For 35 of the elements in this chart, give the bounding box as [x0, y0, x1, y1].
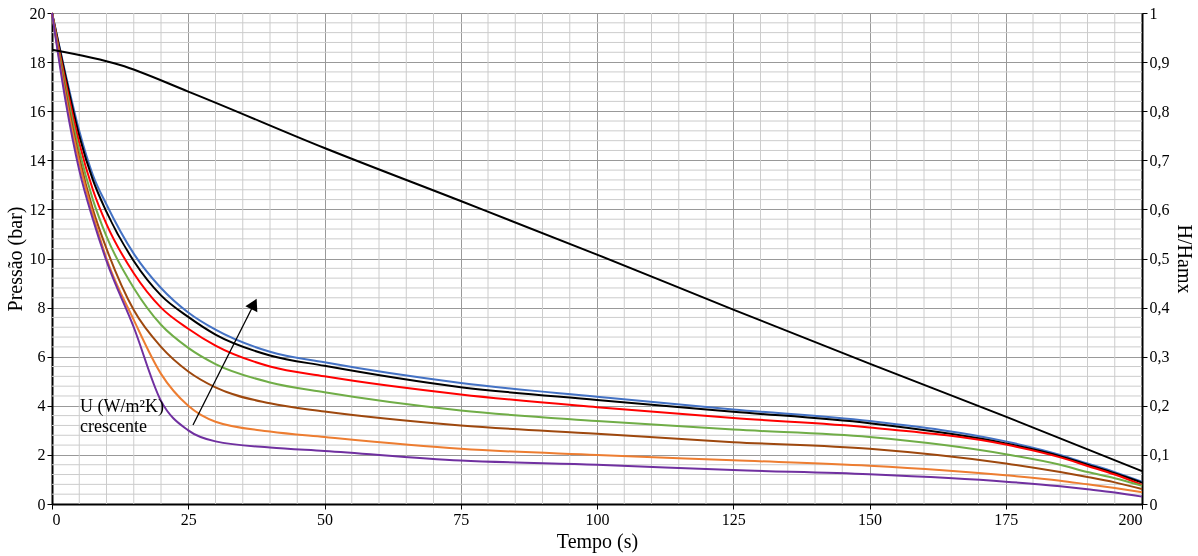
- y2-tick-label: 0,7: [1149, 151, 1170, 169]
- x-tick-label: 50: [317, 510, 333, 528]
- y2-tick-label: 1: [1149, 4, 1158, 22]
- y2-tick-label: 0,2: [1149, 397, 1170, 415]
- y2-axis-title: H/Hamx: [1173, 224, 1196, 294]
- y-tick-label: 20: [29, 4, 46, 22]
- y-tick-label: 6: [37, 348, 46, 366]
- x-tick-label: 125: [721, 510, 746, 528]
- x-tick-label: 100: [585, 510, 610, 528]
- y2-tick-label: 0: [1149, 495, 1158, 513]
- annotation: U (W/m²K) crescente: [80, 396, 164, 436]
- x-axis-title: Tempo (s): [556, 529, 639, 553]
- y-tick-label: 16: [29, 102, 46, 120]
- y-axis-title: Pressão (bar): [3, 206, 27, 312]
- x-tick-label: 0: [52, 510, 61, 528]
- x-tick-label: 200: [1118, 510, 1143, 528]
- x-tick-label: 150: [858, 510, 882, 528]
- y2-tick-label: 0,3: [1149, 348, 1170, 366]
- y-tick-label: 2: [37, 446, 46, 464]
- x-tick-label: 75: [453, 510, 470, 528]
- y2-tick-label: 0,6: [1149, 200, 1170, 218]
- x-tick-label: 25: [180, 510, 197, 528]
- y-tick-label: 8: [37, 299, 46, 317]
- x-tick-label: 175: [994, 510, 1019, 528]
- y-tick-label: 4: [37, 397, 46, 415]
- y2-tick-label: 0,5: [1149, 250, 1170, 267]
- y2-tick-label: 0,9: [1149, 53, 1170, 71]
- y-tick-label: 14: [29, 151, 46, 169]
- y-tick-label: 18: [29, 53, 46, 71]
- y-tick-label: 0: [37, 495, 46, 513]
- y2-tick-label: 0,4: [1149, 299, 1170, 317]
- y-tick-label: 10: [29, 250, 46, 267]
- y2-tick-label: 0,1: [1149, 446, 1170, 464]
- y2-tick-label: 0,8: [1149, 102, 1170, 120]
- y-tick-label: 12: [29, 200, 46, 218]
